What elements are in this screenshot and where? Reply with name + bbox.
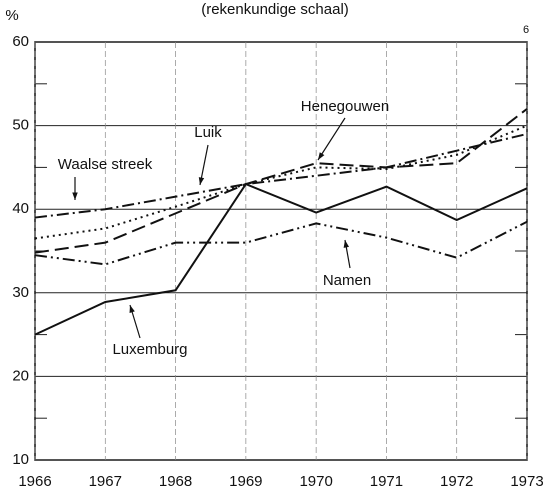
series-label: Henegouwen — [301, 98, 389, 115]
x-tick-label: 1970 — [299, 473, 332, 490]
series-label: Luxemburg — [112, 341, 187, 358]
series-line — [34, 132, 528, 219]
arrow-head — [129, 305, 135, 313]
series-line — [34, 220, 528, 266]
series-line — [34, 108, 528, 254]
series-line — [34, 182, 528, 336]
y-tick-label: 50 — [12, 117, 29, 134]
x-tick-label: 1968 — [159, 473, 192, 490]
x-tick-label: 1967 — [89, 473, 122, 490]
y-axis-label: % — [5, 7, 18, 24]
series-line — [34, 124, 528, 240]
chart-title: (rekenkundige schaal) — [201, 1, 349, 18]
series-label: Namen — [323, 272, 371, 289]
x-tick-label: 1973 — [510, 473, 543, 490]
series-label: Luik — [194, 124, 222, 141]
y-tick-label: 20 — [12, 367, 29, 384]
arrow-head — [198, 177, 205, 185]
x-tick-label: 1966 — [18, 473, 51, 490]
y-tick-label: 40 — [12, 200, 29, 217]
y-tick-label: 30 — [12, 284, 29, 301]
arrow-head — [72, 192, 78, 200]
plot-frame — [34, 41, 528, 461]
x-tick-label: 1972 — [440, 473, 473, 490]
annotation: 6 — [523, 24, 529, 36]
y-tick-label: 10 — [12, 451, 29, 468]
x-tick-label: 1971 — [370, 473, 403, 490]
series-label: Waalse streek — [58, 156, 153, 173]
label-arrow — [317, 117, 346, 161]
x-tick-label: 1969 — [229, 473, 262, 490]
y-tick-label: 60 — [12, 33, 29, 50]
arrow-head — [343, 240, 350, 248]
arrow-head — [318, 152, 325, 160]
